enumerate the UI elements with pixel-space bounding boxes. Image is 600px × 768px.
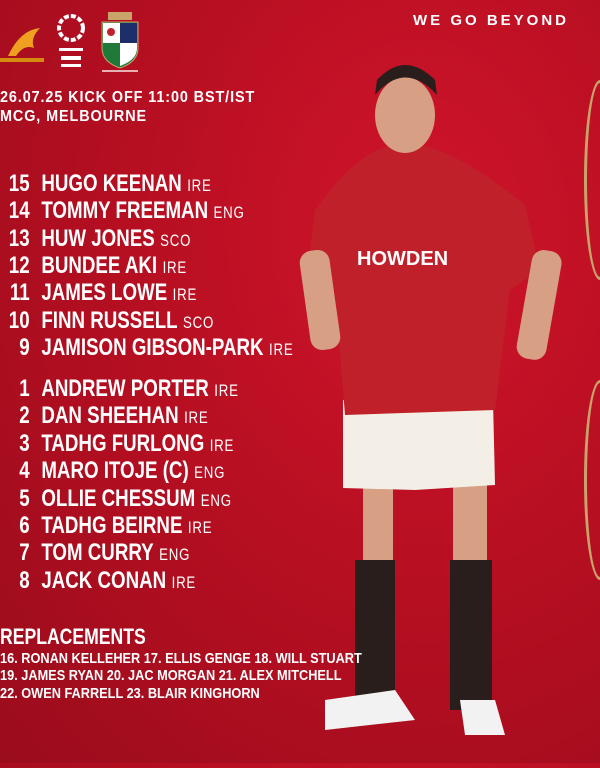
jersey-number: 1	[19, 375, 30, 402]
lineup-row: 10 FINN RUSSELL SCO	[0, 306, 215, 334]
player-name: DAN SHEEHAN	[41, 402, 179, 430]
player-nation: ENG	[200, 490, 232, 510]
player-name: MARO ITOJE (C)	[41, 457, 189, 485]
tagline: WE GO BEYOND	[413, 12, 570, 29]
lineup-row: 12 BUNDEE AKI IRE	[0, 251, 188, 279]
player-name: HUW JONES	[41, 224, 155, 252]
player-nation: ENG	[194, 463, 226, 483]
jersey-number: 9	[19, 333, 30, 361]
player-name: HUGO KEENAN	[41, 170, 182, 197]
replacements-title: REPLACEMENTS	[0, 624, 146, 649]
player-nation: IRE	[171, 572, 197, 592]
jersey-number: 7	[19, 539, 30, 567]
player-nation: IRE	[187, 176, 212, 195]
player-name: JAMISON GIBSON-PARK	[41, 333, 264, 361]
jersey-number: 10	[8, 306, 30, 334]
lineup-row: 1 ANDREW PORTER IRE	[0, 375, 239, 402]
replacements-line: 19. JAMES RYAN 20. JAC MORGAN 21. ALEX M…	[0, 667, 342, 684]
player-nation: IRE	[184, 408, 209, 428]
sponsor-logo: HOWDEN	[357, 248, 448, 270]
jersey-number: 8	[19, 566, 30, 594]
player-name: TOM CURRY	[41, 539, 154, 567]
lineup-row: 6 TADHG BEIRNE IRE	[0, 512, 213, 539]
player-photo: HOWDEN	[295, 40, 595, 763]
jersey-number: 14	[8, 197, 30, 225]
lineup-row: 5 OLLIE CHESSUM ENG	[0, 484, 232, 512]
lineup-row: 14 TOMMY FREEMAN ENG	[0, 197, 245, 225]
lineup-row: 11 JAMES LOWE IRE	[0, 279, 198, 307]
player-nation: SCO	[160, 230, 192, 250]
player-name: TADHG FURLONG	[41, 429, 205, 457]
qatar-lions-logo	[56, 10, 86, 72]
player-name: JACK CONAN	[41, 566, 167, 594]
jersey-number: 6	[19, 512, 30, 539]
player-nation: IRE	[162, 257, 188, 277]
player-nation: IRE	[172, 285, 198, 305]
player-nation: IRE	[209, 435, 235, 455]
lineup-row: 15 HUGO KEENAN IRE	[0, 170, 212, 197]
jersey-number: 13	[8, 224, 30, 252]
lineup-row: 9 JAMISON GIBSON-PARK IRE	[0, 333, 294, 361]
player-nation: SCO	[183, 312, 215, 332]
player-name: OLLIE CHESSUM	[41, 484, 196, 512]
player-nation: IRE	[187, 518, 213, 537]
player-nation: IRE	[269, 339, 294, 359]
player-name: BUNDEE AKI	[41, 251, 158, 279]
wallabies-logo	[0, 20, 46, 64]
player-name: ANDREW PORTER	[41, 375, 209, 402]
jersey-number: 11	[9, 279, 30, 307]
match-datetime: 26.07.25 KICK OFF 11:00 BST/IST	[0, 89, 256, 106]
jersey-number: 12	[8, 251, 30, 279]
jersey-number: 4	[19, 457, 30, 485]
jersey-number: 3	[19, 429, 30, 457]
jersey-number: 5	[19, 484, 30, 512]
lineup-row: 7 TOM CURRY ENG	[0, 539, 191, 567]
player-name: JAMES LOWE	[41, 279, 168, 307]
lineup-row: 4 MARO ITOJE (C) ENG	[0, 457, 226, 485]
lineup-row: 13 HUW JONES SCO	[0, 224, 192, 252]
match-venue: MCG, MELBOURNE	[0, 108, 147, 125]
replacements-line: 22. OWEN FARRELL 23. BLAIR KINGHORN	[0, 685, 260, 702]
replacements-line: 16. RONAN KELLEHER 17. ELLIS GENGE 18. W…	[0, 650, 362, 667]
player-name: TOMMY FREEMAN	[41, 197, 209, 225]
player-name: FINN RUSSELL	[41, 306, 178, 334]
lineup-row: 8 JACK CONAN IRE	[0, 566, 197, 594]
jersey-number: 15	[8, 170, 30, 197]
jersey-number: 2	[19, 402, 30, 430]
player-nation: ENG	[213, 203, 245, 223]
lineup-row: 3 TADHG FURLONG IRE	[0, 429, 235, 457]
lineup-row: 2 DAN SHEEHAN IRE	[0, 402, 209, 430]
lions-crest-logo	[98, 10, 142, 74]
player-name: TADHG BEIRNE	[41, 512, 183, 539]
player-nation: ENG	[159, 545, 191, 565]
player-nation: IRE	[214, 381, 239, 400]
